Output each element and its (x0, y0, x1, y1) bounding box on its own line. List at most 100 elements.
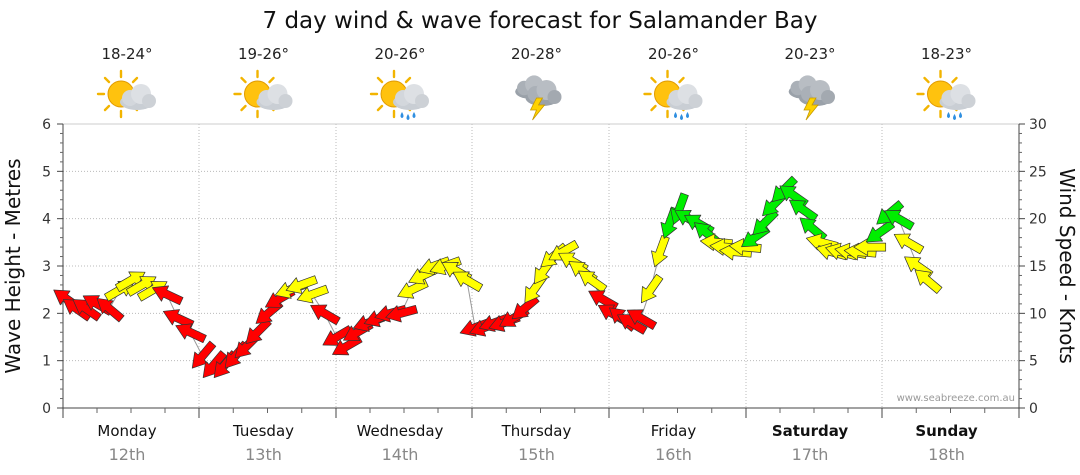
day-date-label: 17th (792, 445, 829, 464)
left-tick-label: 2 (42, 306, 51, 322)
wind-arrow (397, 278, 429, 299)
wind-arrow (914, 269, 943, 294)
right-axis-title: Wind Speed - Knots (1055, 168, 1079, 364)
day-date-label: 15th (518, 445, 555, 464)
right-tick-label: 20 (1029, 212, 1047, 228)
wind-arrow (296, 284, 329, 304)
day-temperature-label: 18-24° (101, 45, 152, 63)
chart-title: 7 day wind & wave forecast for Salamande… (263, 8, 818, 34)
day-temperature-label: 20-26° (374, 45, 425, 63)
wind-arrow-shape (511, 294, 540, 320)
left-tick-label: 5 (42, 164, 51, 180)
left-tick-label: 6 (42, 117, 51, 133)
x-axis-ticks (62, 408, 1020, 418)
day-temperature-label: 20-23° (784, 45, 835, 63)
sun-rain-icon (916, 69, 976, 120)
left-axis-title: Wave Height - Metres (1, 158, 25, 373)
wind-arrow-shape (162, 309, 195, 329)
right-tick-label: 10 (1029, 306, 1047, 322)
raindrop-shape (959, 112, 962, 118)
wind-arrow-shape (175, 323, 207, 344)
wind-arrow-shape (578, 270, 608, 294)
sun-rain-icon (643, 69, 703, 120)
wind-arrow (626, 309, 658, 330)
day-name-label: Sunday (915, 422, 978, 440)
raindrop-shape (947, 112, 950, 118)
wind-arrow-shape (285, 275, 318, 294)
right-axis-ticks: 0 5 10 15 20 25 30 (1019, 117, 1047, 417)
wind-arrow-shape (789, 199, 819, 223)
left-tick-label: 0 (42, 401, 51, 417)
wind-arrow (884, 209, 915, 231)
wind-arrow-shape (397, 278, 429, 299)
wind-arrow (152, 285, 184, 306)
raindrop-shape (400, 112, 404, 118)
wind-arrow (893, 233, 925, 255)
thunderstorm-icon (788, 75, 835, 121)
right-tick-label: 15 (1029, 259, 1047, 275)
raindrop-shape (412, 112, 416, 118)
left-tick-label: 1 (42, 354, 51, 370)
raindrop-shape (680, 114, 683, 120)
wind-arrow (789, 199, 819, 223)
wind-arrow-shape (884, 209, 915, 231)
wind-arrow-shape (152, 285, 184, 306)
sun-rain-icon (369, 69, 429, 120)
day-temperature-label: 19-26° (238, 45, 289, 63)
day-date-label: 16th (655, 445, 692, 464)
day-temperature-label: 20-28° (511, 45, 562, 63)
wind-arrow-shape (310, 304, 341, 326)
wind-arrows (53, 175, 943, 379)
wind-arrow-shape (385, 304, 418, 323)
day-labels: Monday 12th Tuesday 13th Wednesday 14th Thursd… (97, 422, 977, 464)
wind-arrow (452, 271, 484, 293)
right-tick-label: 5 (1029, 354, 1038, 370)
wind-arrow (578, 270, 608, 294)
left-tick-label: 3 (42, 259, 51, 275)
wind-arrow-shape (640, 273, 664, 304)
wind-leader-line (466, 280, 476, 328)
raindrop-shape (686, 112, 689, 118)
day-temperature-label: 20-26° (648, 45, 699, 63)
day-temperature-label: 18-23° (921, 45, 972, 63)
day-name-label: Friday (651, 422, 697, 440)
wind-arrow (285, 275, 318, 294)
raindrop-shape (674, 112, 677, 118)
thunderstorm-icon (515, 75, 562, 121)
wind-arrow-shape (296, 284, 329, 304)
left-tick-label: 4 (42, 212, 51, 228)
wind-arrow-shape (893, 233, 925, 255)
right-tick-label: 30 (1029, 117, 1047, 133)
wind-arrow (511, 294, 540, 320)
wind-arrow (162, 309, 195, 329)
wind-arrow (310, 304, 341, 326)
day-date-label: 18th (928, 445, 965, 464)
day-name-label: Tuesday (232, 422, 294, 440)
wind-arrow-shape (626, 309, 658, 330)
wind-arrow (175, 323, 207, 344)
watermark: www.seabreeze.com.au (897, 393, 1015, 404)
right-tick-label: 25 (1029, 164, 1047, 180)
day-date-label: 14th (382, 445, 419, 464)
day-name-label: Monday (97, 422, 156, 440)
wind-arrow (640, 273, 664, 304)
wind-arrow (728, 238, 762, 256)
wind-arrow-shape (96, 297, 125, 323)
right-tick-label: 0 (1029, 401, 1038, 417)
day-name-label: Wednesday (357, 422, 444, 440)
weather-row: 18-24° 19-26° 20-26° 20-28° 20-26° 20-23° 18-2… (96, 45, 976, 121)
wind-arrow-shape (914, 269, 943, 294)
wind-arrow-shape (728, 238, 762, 256)
lightning-bolt-shape (529, 97, 546, 121)
day-name-label: Saturday (772, 422, 849, 440)
left-axis-ticks: 0 1 2 3 4 5 6 (42, 117, 63, 417)
lightning-bolt-shape (803, 97, 819, 121)
day-date-label: 13th (245, 445, 282, 464)
raindrop-shape (953, 114, 956, 120)
wind-arrow-shape (452, 271, 484, 293)
wind-arrow (385, 304, 418, 323)
day-date-label: 12th (109, 445, 146, 464)
day-name-label: Thursday (501, 422, 572, 440)
raindrop-shape (406, 114, 410, 120)
